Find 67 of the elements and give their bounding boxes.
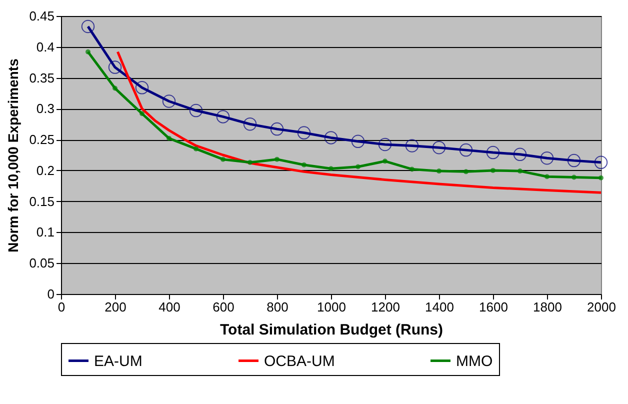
point [410,166,414,172]
y-tick-label: 0.2 [36,162,54,178]
point [86,49,90,54]
point [518,168,522,174]
point [382,158,388,164]
point [135,81,149,94]
x-axis-title: Total Simulation Budget (Runs) [220,322,444,338]
point [351,134,365,148]
point [486,146,500,160]
point [459,143,473,157]
point [189,104,203,118]
point [544,174,550,180]
point [598,175,604,180]
point [297,126,311,140]
point [108,60,122,74]
point [378,138,392,152]
x-tick-label: 600 [212,300,234,314]
point [594,156,608,170]
x-tick-label: 1400 [425,300,454,314]
line-series [116,50,602,194]
point [112,86,118,91]
y-tick-label: 0.05 [29,256,54,271]
point [248,160,252,165]
point [81,20,95,34]
y-tick-label: 0.15 [29,194,54,209]
point [513,148,527,161]
point [162,94,176,108]
point [405,139,419,152]
x-tick-label: 1000 [317,300,346,314]
x-tick-label: 200 [104,300,126,314]
point [432,140,446,154]
y-tick-label: 0.45 [29,8,54,24]
y-tick-label: 0.3 [36,101,54,116]
y-tick-label: 0.35 [29,70,54,86]
y-axis-title: Norm for 10,000 Experiments [5,58,22,252]
legend-label: EA-UM [94,352,142,370]
point [194,146,198,152]
x-tick-label: 1200 [371,300,400,314]
y-tick-label: 0.25 [29,132,54,148]
y-tick-label: 0.4 [36,39,54,54]
point [140,111,144,116]
x-tick-label: 0 [58,300,66,314]
point [166,136,172,141]
x-tick-label: 800 [266,300,288,314]
point [216,110,230,124]
x-tick-label: 1800 [533,300,562,314]
point [324,131,338,144]
point [274,156,280,162]
legend-label: MMO [456,352,493,370]
y-tick-label: 0 [47,286,54,302]
point [436,168,442,174]
point [490,168,496,173]
point [567,154,581,168]
point [356,164,360,170]
point [540,151,554,165]
point [572,174,576,180]
x-tick-label: 2000 [587,300,616,314]
point [302,162,306,168]
point [220,156,226,162]
point [328,166,334,172]
point [270,122,284,136]
legend-label: OCBA-UM [264,352,335,370]
point [243,118,257,131]
x-tick-label: 400 [158,300,180,314]
x-tick-label: 1600 [479,300,508,314]
y-tick-label: 0.1 [36,224,54,240]
point [464,169,468,174]
